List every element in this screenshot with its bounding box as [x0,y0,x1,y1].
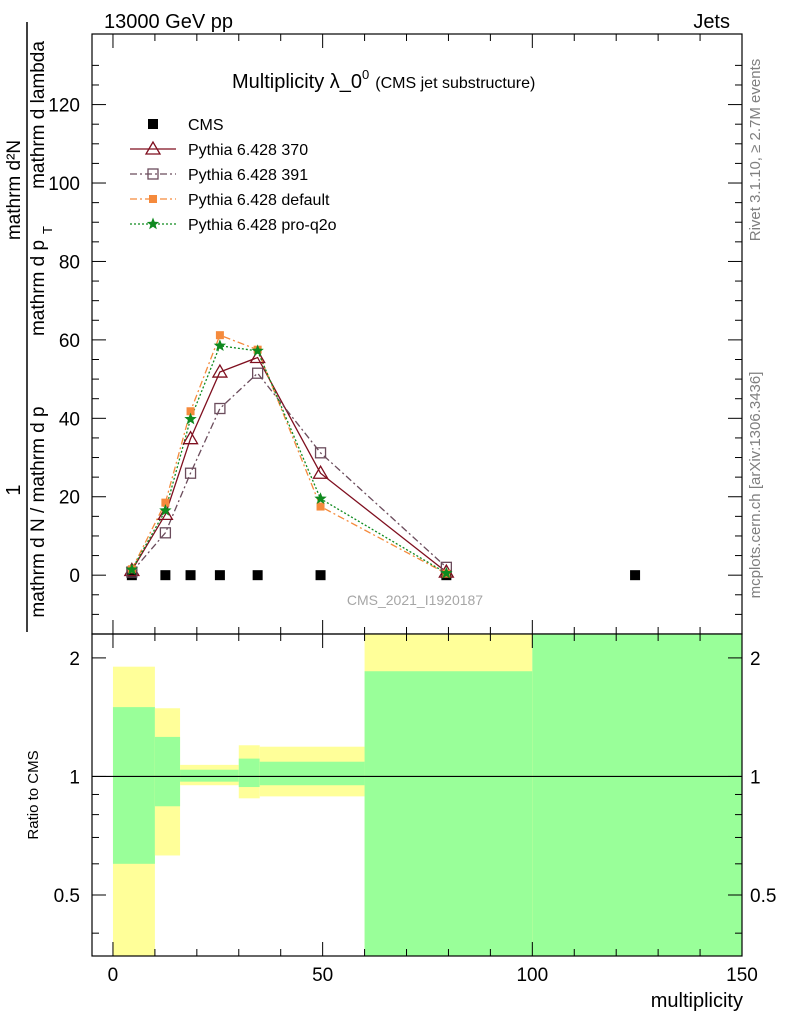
point-cms [214,570,225,581]
legend-label-pythia-6-428-default: Pythia 6.428 default [188,192,330,209]
main-ytick-label: 40 [59,409,80,430]
point-pythia-6-428-default [316,502,325,511]
point-pythia-6-428-391 [159,527,172,539]
point-pythia-6-428-370 [182,430,199,445]
main-ytick-label: 0 [69,566,80,587]
point-pythia-6-428-pro-q2o [125,563,139,575]
ylabel-numerator: 1 [3,484,25,495]
side-rivet-label: Rivet 3.1.10, ≥ 2.7M events [747,59,764,242]
main-ytick-label: 120 [48,96,80,117]
point-pythia-6-428-370 [249,349,266,364]
main-ytick-label: 80 [59,252,80,273]
series-line-pythia-6-428-391 [131,372,447,573]
ratio-ytick-label-left: 1 [69,767,80,788]
ratio-band-inner-3 [238,758,260,788]
chart-subtitle: (CMS jet substructure) [375,75,535,92]
point-pythia-6-428-pro-q2o [251,344,264,357]
ylabel-numerator-2: mathrm d²N [4,140,25,240]
header-right: Jets [693,11,730,33]
point-pythia-6-428-391 [184,467,197,479]
point-cms [630,570,641,581]
side-mcplots-label: mcplots.cern.ch [arXiv:1306.3436] [747,372,764,599]
xtick-label: 150 [726,965,758,986]
ylabel-denominator-2: mathrm d p [28,240,49,336]
ratio-band-inner-1 [154,736,181,807]
watermark: CMS_2021_I1920187 [347,592,483,608]
chart-title: Multiplicity λ_00 (CMS jet substructure) [232,67,535,93]
main-ylabel: 1 mathrm d²N mathrm d N / mathrm d p mat… [3,22,55,632]
legend-label-pythia-6-428-370: Pythia 6.428 370 [188,142,308,159]
ratio-band-inner-6 [532,634,742,956]
main-series-lines [131,334,447,575]
ratio-band-inner-4 [259,761,365,786]
chart-title-sup: 0 [362,67,369,82]
legend-label-cms: CMS [188,117,224,134]
series-line-pythia-6-428-default [131,334,447,575]
xtick-label: 50 [312,965,333,986]
ratio-ylabel: Ratio to CMS [25,750,42,839]
ratio-ytick-label-right: 1 [750,767,761,788]
legend-marker-pythia-6-428-pro-q2o [146,217,160,230]
legend-marker-pythia-6-428-default [149,195,157,203]
header-left: 13000 GeV pp [104,11,233,33]
main-panel: 0 20 40 60 80 100 120 CMS_2021_I1920187 Multip… [48,33,743,635]
point-pythia-6-428-391 [314,447,327,459]
point-pythia-6-428-370 [157,506,174,521]
xtick-label: 100 [516,965,548,986]
point-pythia-6-428-pro-q2o [440,566,453,579]
point-pythia-6-428-370 [211,363,229,378]
point-pythia-6-428-391 [214,402,226,415]
legend-label-pythia-6-428-pro-q2o: Pythia 6.428 pro-q2o [188,217,337,234]
legend-marker-pythia-6-428-391 [147,168,159,180]
point-cms [252,570,263,581]
point-pythia-6-428-391 [251,367,264,379]
ratio-band-inner-5 [364,671,533,956]
ratio-ytick-label-left: 0.5 [54,886,80,907]
ratio-ytick-label-left: 2 [69,649,80,670]
point-pythia-6-428-pro-q2o [159,503,172,516]
xtick-label: 0 [108,965,119,986]
point-cms [160,570,171,581]
main-ytick-label: 20 [59,488,80,509]
point-pythia-6-428-pro-q2o [213,339,227,352]
main-ytick-label: 60 [59,331,80,352]
legend: CMS Pythia 6.428 370 Pythia 6.428 391 Pythi… [130,117,337,234]
series-line-pythia-6-428-370 [131,356,447,573]
ratio-frame [91,633,743,957]
point-pythia-6-428-pro-q2o [184,412,197,425]
legend-marker-cms [148,119,158,129]
point-pythia-6-428-default [161,498,170,507]
xlabel: multiplicity [651,990,743,1012]
legend-marker-pythia-6-428-370 [144,140,162,155]
main-series-markers [123,331,641,581]
ratio-ytick-label-right: 0.5 [750,886,776,907]
ylabel-denominator-3: mathrm d lambda [28,41,49,189]
ratio-bands [112,634,742,956]
ratio-band-inner-2 [180,769,239,782]
point-pythia-6-428-370 [312,464,329,479]
point-pythia-6-428-default [186,407,195,416]
series-line-pythia-6-428-pro-q2o [131,345,447,574]
ratio-axes: 0.5 0.5 1 1 2 2 0 50 100 150 [54,633,776,986]
ratio-band-inner-0 [112,707,155,864]
point-pythia-6-428-default [215,331,224,340]
legend-label-pythia-6-428-391: Pythia 6.428 391 [188,167,308,184]
point-cms [185,570,196,581]
main-ytick-label: 100 [48,174,80,195]
point-pythia-6-428-pro-q2o [314,492,327,504]
ratio-ytick-label-right: 2 [750,649,761,670]
chart-title-main: Multiplicity λ_0 [232,71,362,93]
ylabel-denominator: mathrm d N / mathrm d p [28,406,49,617]
ratio-panel: 0.5 0.5 1 1 2 2 0 50 100 150 [54,633,776,986]
ylabel-denominator-sub: T [40,226,55,234]
point-cms [315,570,326,581]
